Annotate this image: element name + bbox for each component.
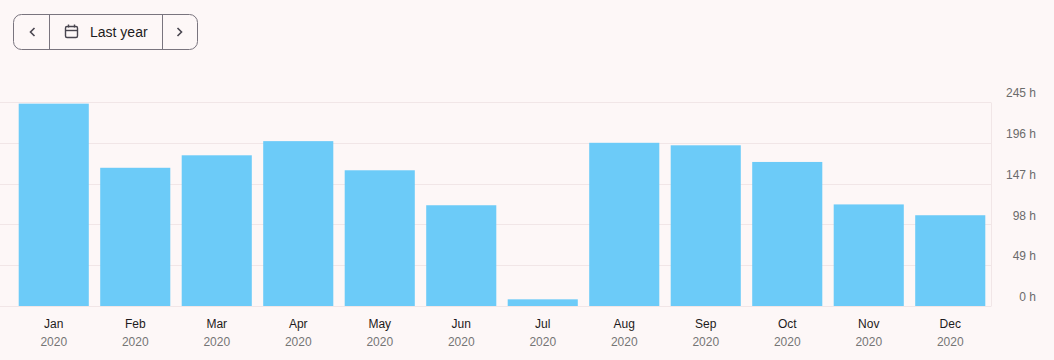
- x-tick-year: 2020: [122, 335, 149, 349]
- x-tick-year: 2020: [529, 335, 556, 349]
- x-axis: Jan 2020 Feb 2020 Mar 2020 Apr 2020 May 2020 Jun 20…: [40, 317, 964, 349]
- x-tick-year: 2020: [285, 335, 312, 349]
- x-tick-label: Jun 2020: [448, 317, 475, 349]
- bar: [345, 170, 415, 306]
- y-tick-label: 196 h: [1006, 127, 1036, 141]
- x-tick-label: Nov 2020: [855, 317, 882, 349]
- x-tick-year: 2020: [448, 335, 475, 349]
- period-toolbar: Last year: [14, 15, 198, 50]
- x-tick-label: Oct 2020: [774, 317, 801, 349]
- x-tick-label: Mar 2020: [203, 317, 230, 349]
- x-tick-year: 2020: [774, 335, 801, 349]
- bar: [508, 299, 578, 306]
- toolbar-frame: [14, 15, 198, 50]
- bar: [263, 141, 333, 306]
- calendar-ring: [74, 25, 75, 28]
- x-tick-month: Dec: [940, 317, 961, 331]
- x-tick-month: Mar: [206, 317, 227, 331]
- x-tick-month: Aug: [614, 317, 635, 331]
- grid-line: [0, 143, 991, 144]
- x-tick-year: 2020: [203, 335, 230, 349]
- x-tick-label: Dec 2020: [937, 317, 964, 349]
- y-axis-line: [991, 103, 992, 307]
- bar: [19, 104, 89, 306]
- x-tick-month: Nov: [858, 317, 879, 331]
- bar: [182, 155, 252, 306]
- calendar-body: [66, 27, 78, 38]
- x-tick-month: Apr: [289, 317, 308, 331]
- y-tick-label: 49 h: [1013, 249, 1036, 263]
- x-tick-label: Apr 2020: [285, 317, 312, 349]
- y-tick: 0 h: [991, 290, 1036, 306]
- next-button[interactable]: [178, 28, 182, 36]
- x-tick-year: 2020: [366, 335, 393, 349]
- x-tick-label: Jul 2020: [529, 317, 556, 349]
- toolbar-divider: [49, 15, 50, 50]
- calendar-ring: [68, 25, 69, 28]
- x-tick-month: Feb: [125, 317, 146, 331]
- y-tick-label: 98 h: [1013, 209, 1036, 223]
- x-tick-month: Sep: [695, 317, 717, 331]
- y-tick-label: 147 h: [1006, 168, 1036, 182]
- x-tick-month: Jul: [535, 317, 550, 331]
- toolbar-divider: [162, 15, 163, 50]
- x-tick-year: 2020: [40, 335, 67, 349]
- x-tick-month: Jun: [452, 317, 471, 331]
- x-tick-label: Aug 2020: [611, 317, 638, 349]
- y-tick: 196 h: [991, 127, 1036, 143]
- x-tick-label: Feb 2020: [122, 317, 149, 349]
- x-tick-year: 2020: [855, 335, 882, 349]
- grid-line: [0, 102, 991, 103]
- y-tick: 98 h: [991, 209, 1036, 225]
- bar: [100, 168, 170, 306]
- x-tick-year: 2020: [692, 335, 719, 349]
- y-tick-label: 0 h: [1019, 290, 1036, 304]
- x-tick-label: Sep 2020: [692, 317, 719, 349]
- x-tick-month: Oct: [778, 317, 797, 331]
- bar: [426, 205, 496, 306]
- x-tick-month: Jan: [44, 317, 63, 331]
- bars: [19, 104, 986, 306]
- chart-canvas: Last year 0 h 49 h 98 h 147 h 196 h 245 h Jan 20…: [0, 0, 1054, 360]
- grid: [0, 103, 991, 307]
- bar: [915, 215, 985, 306]
- previous-button[interactable]: [31, 28, 35, 36]
- calendar-bar: [66, 30, 78, 31]
- bar: [671, 145, 741, 306]
- calendar-icon[interactable]: [66, 25, 78, 38]
- x-tick-label: May 2020: [366, 317, 393, 349]
- bar: [752, 162, 822, 306]
- bar: [589, 143, 659, 306]
- y-tick: 245 h: [991, 86, 1036, 102]
- grid-line: [0, 306, 991, 307]
- y-axis: 0 h 49 h 98 h 147 h 196 h 245 h: [991, 86, 1036, 306]
- bar: [834, 204, 904, 306]
- y-tick-label: 245 h: [1006, 86, 1036, 100]
- period-label[interactable]: Last year: [90, 24, 148, 40]
- x-tick-year: 2020: [611, 335, 638, 349]
- y-tick: 147 h: [991, 168, 1036, 184]
- x-tick-month: May: [368, 317, 391, 331]
- x-tick-label: Jan 2020: [40, 317, 67, 349]
- y-tick: 49 h: [991, 249, 1036, 265]
- x-tick-year: 2020: [937, 335, 964, 349]
